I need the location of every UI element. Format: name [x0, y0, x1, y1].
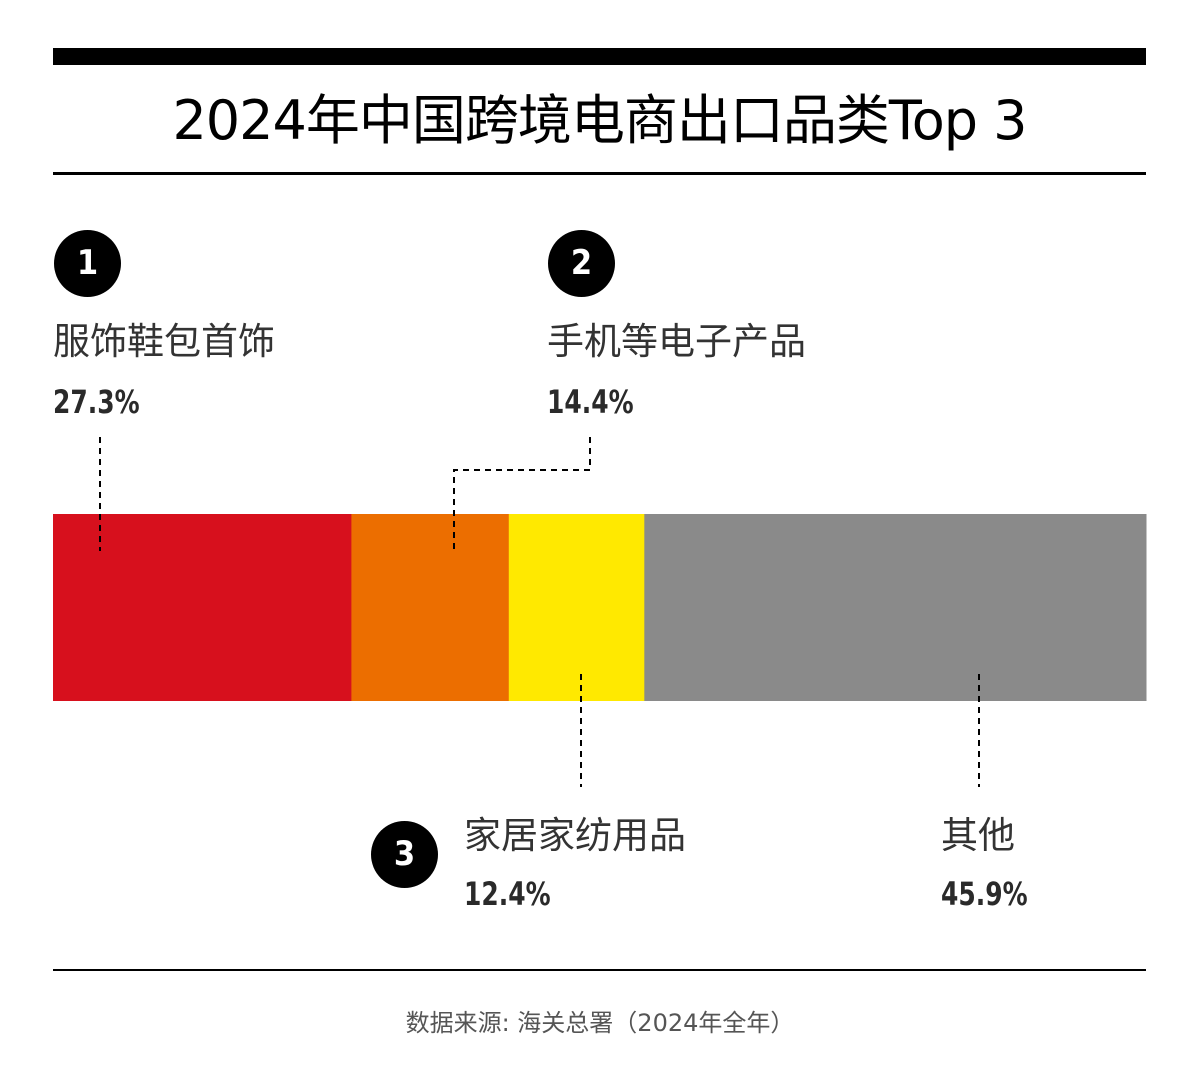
data-label-home-textiles: 12.4% — [464, 875, 551, 913]
source-note: 数据来源: 海关总署（2024年全年） — [405, 1009, 795, 1037]
category-label-other: 其他 — [941, 814, 1015, 857]
title-divider — [53, 172, 1146, 175]
data-label-electronics: 14.4% — [547, 383, 634, 421]
bar-segment-apparel — [53, 514, 352, 701]
data-label-other: 45.9% — [941, 875, 1028, 913]
category-label-electronics: 手机等电子产品 — [547, 320, 806, 363]
top-rule — [53, 48, 1146, 65]
leader-line-electronics — [453, 437, 591, 551]
bar-segment-home-textiles — [508, 514, 645, 701]
chart-title: 2024年中国跨境电商出口品类Top 3 — [172, 89, 1027, 152]
footer-divider — [53, 969, 1146, 971]
data-label-apparel: 27.3% — [53, 383, 140, 421]
category-label-home-textiles: 家居家纺用品 — [464, 814, 686, 857]
rank-badge-3: 3 — [371, 821, 438, 888]
rank-badge-1: 1 — [54, 230, 121, 297]
bar-segment-other — [644, 514, 1147, 701]
rank-badge-2: 2 — [548, 230, 615, 297]
bar-segment-electronics — [351, 514, 510, 701]
category-label-apparel: 服饰鞋包首饰 — [53, 320, 275, 363]
